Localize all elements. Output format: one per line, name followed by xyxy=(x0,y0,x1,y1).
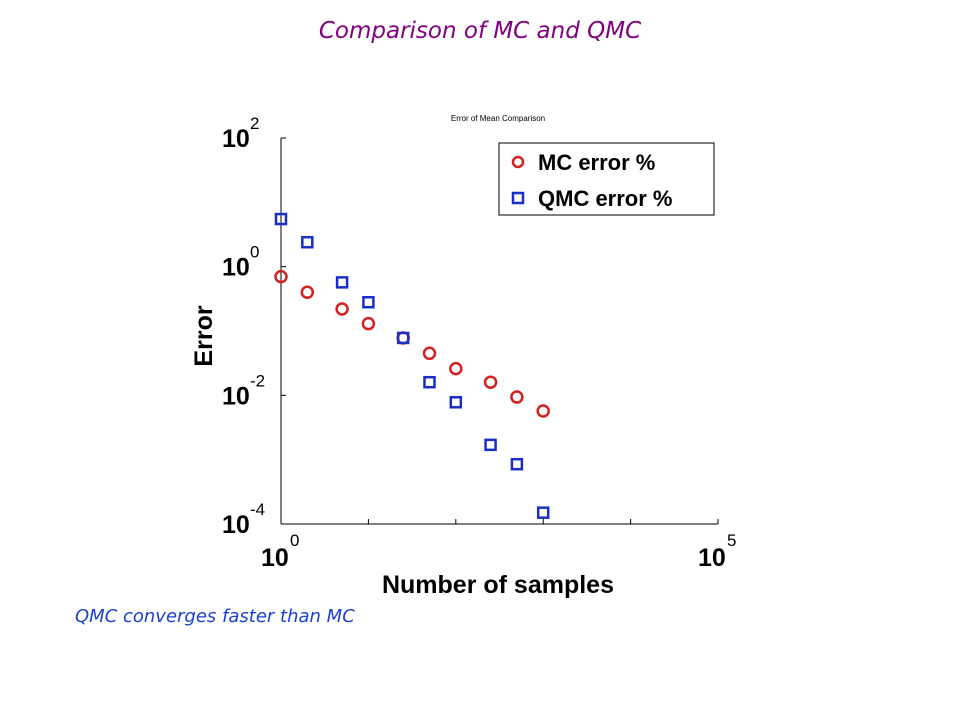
qmc-point xyxy=(484,438,497,452)
mc-point xyxy=(449,361,463,376)
legend-qmc-label: QMC error % xyxy=(538,186,672,211)
qmc-point xyxy=(335,276,349,289)
chart-title: Error of Mean Comparison xyxy=(451,114,545,123)
qmc-point xyxy=(362,295,375,309)
y-tick-label: 10 xyxy=(222,511,250,539)
y-tick-label: 10 xyxy=(222,125,250,153)
x-axis-label: Number of samples xyxy=(382,571,614,599)
y-tick-exponent: -4 xyxy=(250,500,265,519)
mc-point xyxy=(335,302,349,316)
series-qmc xyxy=(274,212,550,519)
caption: QMC converges faster than MC xyxy=(75,606,355,627)
y-tick-label: 10 xyxy=(222,382,250,410)
qmc-point xyxy=(274,212,288,226)
x-tick-label: 10 xyxy=(261,544,289,572)
y-tick-label: 10 xyxy=(222,254,250,282)
mc-point xyxy=(361,316,376,331)
legend-qmc-marker xyxy=(511,191,525,205)
y-tick-exponent: 2 xyxy=(250,114,259,133)
legend-mc-marker xyxy=(511,155,525,169)
x-tick-exponent: 0 xyxy=(290,531,299,550)
legend: MC error % QMC error % xyxy=(498,142,715,216)
mc-point xyxy=(300,285,315,300)
mc-point xyxy=(422,346,437,361)
legend-box xyxy=(498,142,715,216)
legend-mc-label: MC error % xyxy=(538,150,655,175)
qmc-point xyxy=(449,396,463,409)
y-tick-exponent: -2 xyxy=(250,371,265,390)
x-tick-exponent: 5 xyxy=(727,531,736,550)
data-marks xyxy=(274,212,550,519)
qmc-point xyxy=(301,235,314,249)
mc-point xyxy=(483,375,498,389)
mc-point xyxy=(510,390,524,404)
slide-title: Comparison of MC and QMC xyxy=(318,18,642,44)
y-tick-exponent: 0 xyxy=(250,243,259,262)
y-axis-label: Error xyxy=(190,305,218,366)
mc-point xyxy=(536,404,550,418)
x-tick-label: 10 xyxy=(698,544,726,572)
qmc-point xyxy=(423,375,436,389)
mc-point xyxy=(274,269,288,284)
qmc-point xyxy=(510,457,524,471)
qmc-point xyxy=(536,506,550,519)
qmc-point xyxy=(396,331,410,345)
